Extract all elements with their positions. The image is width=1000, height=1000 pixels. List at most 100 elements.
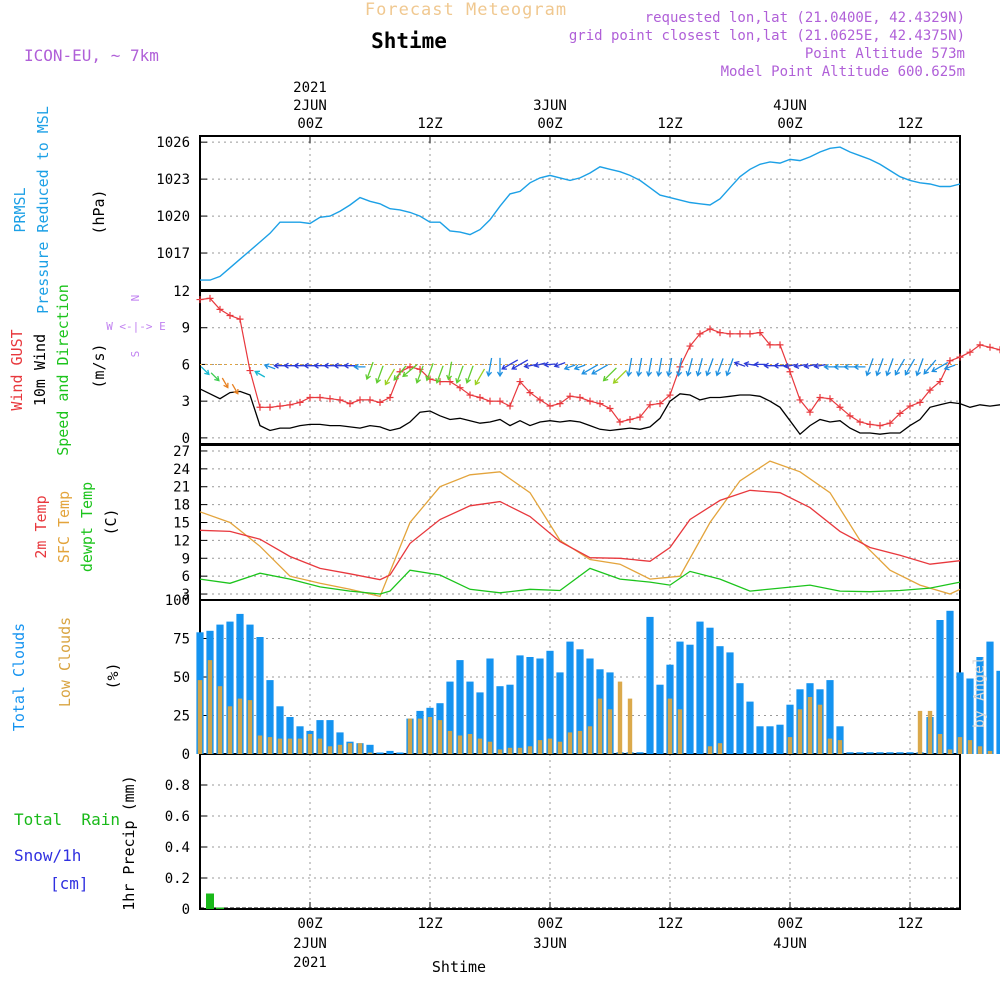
low-cloud-bar bbox=[257, 735, 263, 754]
gust-marker bbox=[576, 393, 584, 401]
temp-ytick-label: 6 bbox=[182, 569, 190, 585]
wind-direction-arrow bbox=[715, 358, 724, 377]
prmsl-unit-label: (hPa) bbox=[90, 189, 108, 234]
bottom-hour-label: 12Z bbox=[897, 916, 922, 932]
wind-direction-arrow bbox=[465, 365, 474, 384]
gust-marker bbox=[606, 405, 614, 413]
gust-marker bbox=[876, 422, 884, 430]
bottom-place-name: Shtime bbox=[432, 958, 486, 976]
total-cloud-bar bbox=[686, 644, 694, 754]
total-cloud-bar bbox=[536, 658, 544, 754]
wind-direction-arrow bbox=[783, 363, 796, 370]
gust-marker bbox=[516, 378, 524, 386]
total-cloud-bar bbox=[396, 752, 404, 754]
low-cloud-bar bbox=[227, 706, 233, 754]
pressure-ytick-label: 1017 bbox=[156, 246, 190, 262]
wind-direction-arrow bbox=[365, 361, 374, 381]
low-cloud-bar bbox=[977, 746, 983, 754]
gust-marker bbox=[686, 342, 694, 350]
chart-title: Forecast Meteogram bbox=[365, 0, 567, 20]
low-cloud-bar bbox=[327, 746, 333, 754]
prmsl-label: PRMSL bbox=[11, 187, 29, 232]
top-date-label: 3JUN bbox=[533, 98, 567, 114]
gust-marker bbox=[696, 330, 704, 338]
bottom-year-label: 2021 bbox=[293, 955, 327, 971]
wind-direction-arrow bbox=[923, 359, 937, 375]
gust-marker bbox=[976, 341, 984, 349]
temp-ytick-label: 21 bbox=[173, 480, 190, 496]
wind-direction-arrow bbox=[626, 357, 633, 378]
point-altitude: Point Altitude 573m bbox=[805, 46, 965, 62]
bottom-hour-label: 00Z bbox=[777, 916, 802, 932]
total-cloud-bar bbox=[976, 657, 984, 754]
wind-direction-arrow bbox=[353, 363, 366, 370]
total-cloud-bar bbox=[486, 658, 494, 754]
gust-marker bbox=[746, 330, 754, 338]
gust-marker bbox=[616, 418, 624, 426]
total-cloud-bar bbox=[696, 621, 704, 754]
wind-direction-arrow bbox=[931, 361, 949, 373]
total-cloud-bar bbox=[386, 750, 394, 754]
total-cloud-bar bbox=[376, 752, 384, 754]
total-cloud-bar bbox=[516, 655, 524, 754]
gust-marker bbox=[346, 400, 354, 408]
bottom-hour-label: 12Z bbox=[417, 916, 442, 932]
wind-direction-arrow bbox=[875, 358, 884, 377]
gust-marker bbox=[626, 416, 634, 424]
low-cloud-bar bbox=[607, 709, 613, 754]
time-axis-labels: 00Z 00Z 2JUN 2JUN 2021 2021 12Z 12Z 00Z 00Z 3JUN 3J… bbox=[293, 80, 923, 971]
low-cloud-bar bbox=[337, 744, 343, 754]
gust-marker bbox=[306, 393, 314, 401]
gust-marker bbox=[756, 329, 764, 337]
low-cloud-bar bbox=[197, 680, 203, 754]
wind-direction-arrow bbox=[343, 362, 356, 369]
low-cloud-bar bbox=[487, 741, 493, 754]
gust-marker bbox=[546, 402, 554, 410]
gust-marker bbox=[316, 393, 324, 401]
requested-lonlat: requested lon,lat (21.0400E, 42.4329N) bbox=[645, 10, 965, 26]
wind-direction-arrow bbox=[885, 358, 894, 377]
wind-direction-arrow bbox=[496, 357, 504, 378]
wind-ytick-label: 0 bbox=[182, 431, 190, 447]
panels: 1017102010231026036912369121518212427025… bbox=[156, 135, 1000, 918]
low-cloud-bar bbox=[617, 681, 623, 754]
total-cloud-bar bbox=[746, 701, 754, 754]
wind-direction-arrow bbox=[602, 367, 617, 382]
low-cloud-bar bbox=[947, 749, 953, 754]
snow-unit-label: [cm] bbox=[50, 874, 89, 893]
total-cloud-bar bbox=[476, 692, 484, 754]
total-cloud-bar bbox=[676, 641, 684, 754]
snow-label: Snow/1h bbox=[14, 846, 81, 865]
total-cloud-bar bbox=[266, 680, 274, 754]
low-cloud-bar bbox=[467, 734, 473, 754]
low-cloud-bar bbox=[247, 700, 253, 754]
top-date-label: 4JUN bbox=[773, 98, 807, 114]
low-cloud-bar bbox=[407, 718, 413, 754]
temp-ytick-label: 15 bbox=[173, 516, 190, 532]
gust-marker bbox=[506, 402, 514, 410]
wind-direction-arrow bbox=[636, 357, 643, 378]
wind-direction-arrow bbox=[581, 364, 599, 375]
top-hour-label: 12Z bbox=[897, 116, 922, 132]
pressure-label: PRMSL Pressure Reduced to MSL (hPa) bbox=[11, 106, 108, 314]
gust-marker bbox=[236, 315, 244, 323]
gust-marker bbox=[656, 400, 664, 408]
gust-marker bbox=[276, 402, 284, 410]
gust-marker bbox=[446, 378, 454, 386]
cloud-label: Total Clouds Low Clouds (%) bbox=[10, 617, 122, 731]
total-cloud-bar bbox=[576, 649, 584, 754]
low-cloud-bar bbox=[817, 704, 823, 754]
total-cloud-bar bbox=[826, 680, 834, 754]
gust-marker bbox=[706, 325, 714, 333]
gust-marker bbox=[456, 384, 464, 392]
gust-marker bbox=[356, 396, 364, 404]
low-cloud-bar bbox=[937, 734, 943, 754]
low-cloud-bar bbox=[447, 730, 453, 754]
total-cloud-bar bbox=[646, 616, 654, 754]
gust-marker bbox=[226, 311, 234, 319]
bottom-hour-label: 00Z bbox=[297, 916, 322, 932]
low-cloud-bar bbox=[517, 747, 523, 754]
gust-marker bbox=[906, 402, 914, 410]
bottom-hour-label: 12Z bbox=[657, 916, 682, 932]
wind-direction-arrow bbox=[773, 362, 786, 369]
